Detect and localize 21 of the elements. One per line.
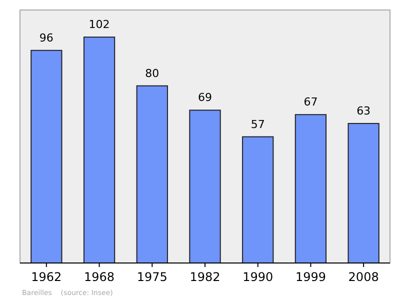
data-label: 96 (39, 31, 54, 44)
bar (242, 136, 274, 264)
bar (83, 36, 116, 264)
bar (136, 85, 168, 264)
x-tick-label: 1999 (295, 270, 326, 284)
x-tick-label: 2008 (348, 270, 379, 284)
bar (348, 122, 380, 264)
x-tick-label: 1975 (136, 270, 168, 284)
x-tick-label: 1968 (84, 270, 115, 284)
x-tick-label: 1990 (242, 270, 274, 284)
data-label: 102 (88, 18, 110, 32)
x-tick-label: 1982 (190, 270, 220, 284)
bar (30, 50, 62, 264)
data-label: 80 (145, 66, 160, 80)
data-label: 69 (198, 91, 212, 104)
bar (189, 110, 221, 264)
data-label: 57 (250, 118, 265, 131)
bar (294, 114, 327, 264)
x-tick-label: 1962 (31, 270, 62, 284)
data-label: 67 (304, 96, 318, 109)
data-label: 63 (356, 104, 371, 118)
